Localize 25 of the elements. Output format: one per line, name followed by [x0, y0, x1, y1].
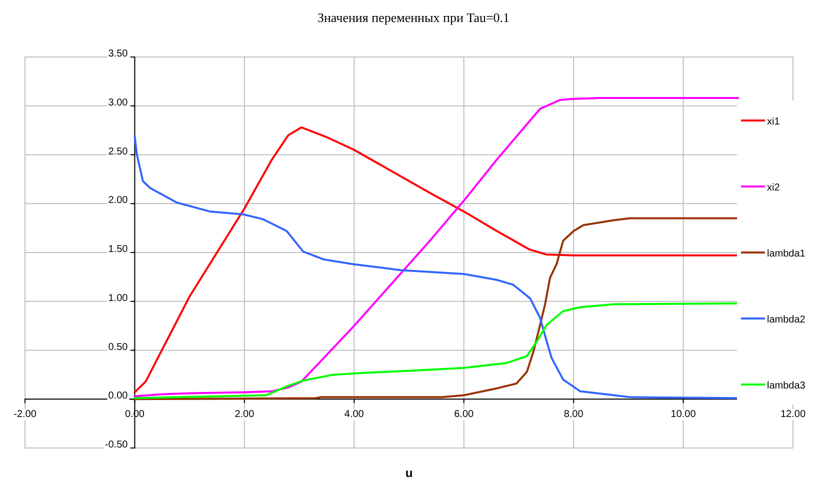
x-tick-label: 12.00	[780, 409, 806, 420]
chart-title: Значения переменных при Tau=0.1	[317, 10, 510, 25]
legend-label: xi1	[767, 116, 780, 128]
x-tick-label: -2.00	[14, 409, 37, 420]
legend-label: lambda2	[767, 314, 806, 326]
line-series	[134, 302, 740, 400]
x-axis-title: u	[405, 466, 413, 480]
legend-label: lambda3	[767, 380, 806, 392]
y-tick-label: 3.00	[108, 97, 128, 108]
line-series	[134, 217, 740, 400]
x-tick-label: 10.00	[670, 409, 696, 420]
y-tick-label: 0.00	[108, 390, 128, 402]
y-tick-label: 0.50	[108, 342, 128, 353]
y-tick-label: 1.00	[108, 292, 128, 304]
legend-label: lambda1	[767, 248, 806, 260]
x-tick-label: 6.00	[454, 409, 474, 420]
y-tick-label: -0.50	[104, 440, 128, 450]
y-tick-label: 2.50	[108, 146, 128, 158]
x-tick-label: 2.00	[234, 409, 255, 420]
y-tick-label: 3.50	[108, 48, 128, 60]
legend-label: xi2	[767, 182, 780, 194]
x-tick-label: 8.00	[564, 409, 584, 420]
x-tick-label: 4.00	[344, 409, 364, 420]
y-tick-label: 2.00	[108, 195, 128, 206]
y-tick-label: 1.50	[108, 244, 128, 255]
